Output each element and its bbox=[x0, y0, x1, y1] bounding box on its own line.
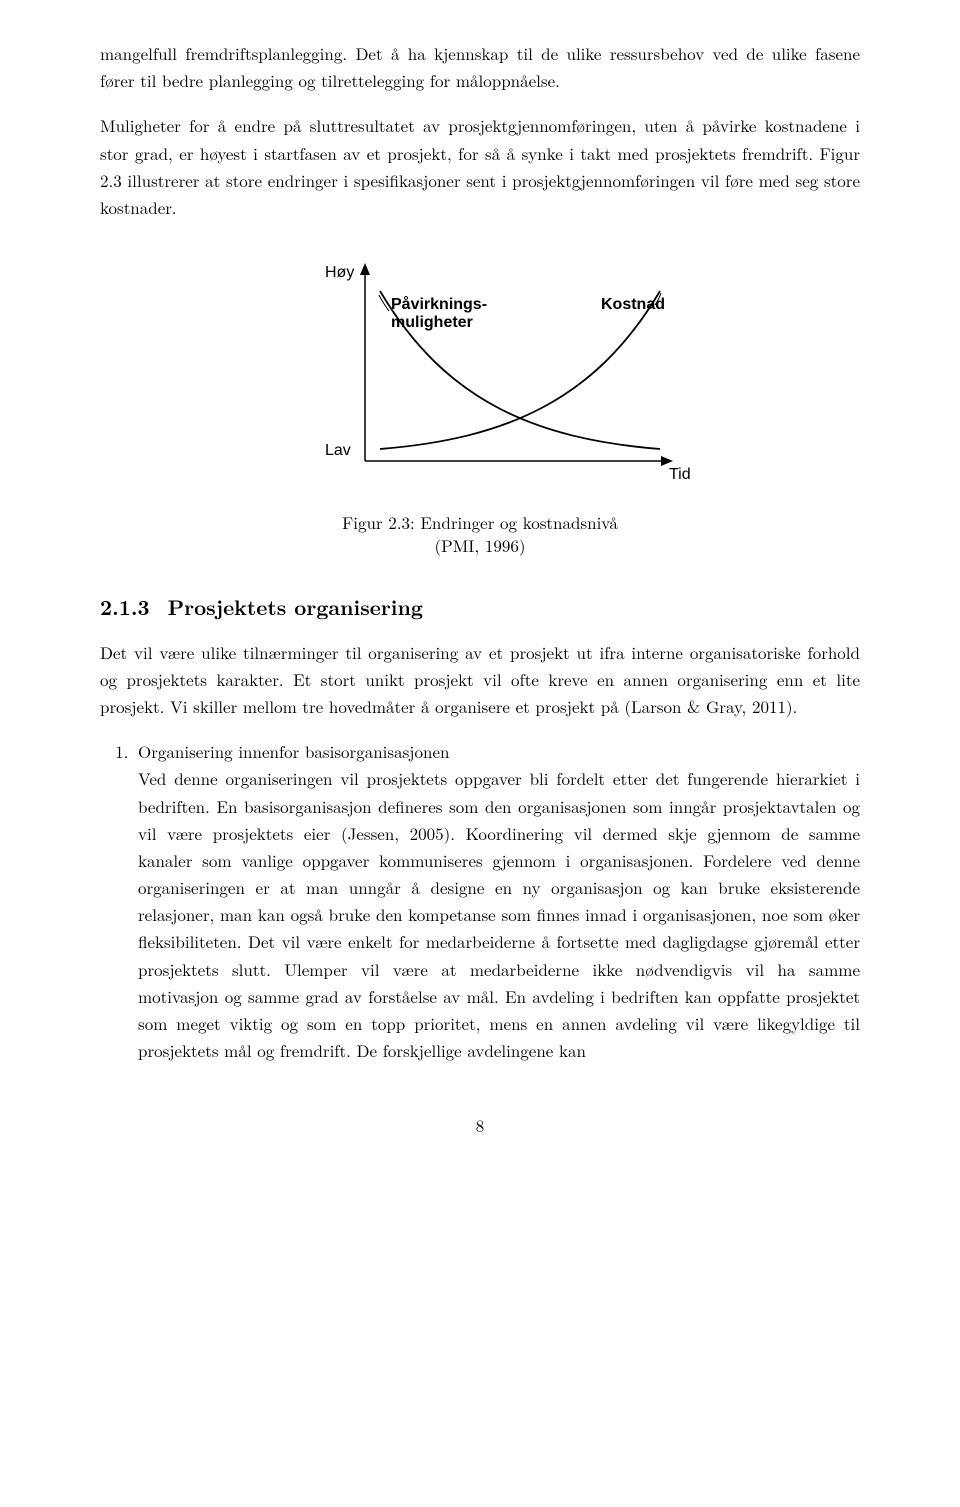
figure-svg: Høy Lav Tid Påvirknings- muligheter Kost… bbox=[265, 251, 695, 491]
paragraph-2: Muligheter for å endre på sluttresultate… bbox=[100, 112, 860, 221]
paragraph-3: Det vil være ulike tilnærminger til orga… bbox=[100, 639, 860, 721]
section-number: 2.1.3 bbox=[100, 591, 150, 625]
list-item-1-title: Organisering innenfor basisorganisasjone… bbox=[138, 739, 449, 763]
list-item-1-body: Ved denne organiseringen vil prosjektets… bbox=[138, 765, 860, 1064]
paragraph-1: mangelfull fremdriftsplanlegging. Det å … bbox=[100, 40, 860, 94]
influence-label-line1: Påvirknings- bbox=[391, 295, 487, 313]
page: mangelfull fremdriftsplanlegging. Det å … bbox=[0, 0, 960, 1507]
x-axis-arrow bbox=[661, 456, 673, 466]
y-axis-high-label: Høy bbox=[325, 264, 354, 281]
y-axis-arrow bbox=[360, 263, 370, 275]
list-item-1: Organisering innenfor basisorganisasjone… bbox=[134, 738, 860, 1064]
section-heading: 2.1.3 Prosjektets organisering bbox=[100, 591, 860, 625]
x-axis-label: Tid bbox=[669, 466, 691, 483]
figure-caption-line2: (PMI, 1996) bbox=[435, 533, 526, 557]
figure-2-3: Høy Lav Tid Påvirknings- muligheter Kost… bbox=[100, 251, 860, 491]
figure-caption-line1: Figur 2.3: Endringer og kostnadsnivå bbox=[342, 510, 618, 534]
page-number: 8 bbox=[100, 1112, 860, 1139]
figure-caption: Figur 2.3: Endringer og kostnadsnivå (PM… bbox=[100, 511, 860, 557]
y-axis-low-label: Lav bbox=[325, 442, 351, 459]
enumerated-list: Organisering innenfor basisorganisasjone… bbox=[100, 738, 860, 1064]
section-title: Prosjektets organisering bbox=[168, 592, 423, 622]
influence-label-line2: muligheter bbox=[391, 314, 473, 331]
